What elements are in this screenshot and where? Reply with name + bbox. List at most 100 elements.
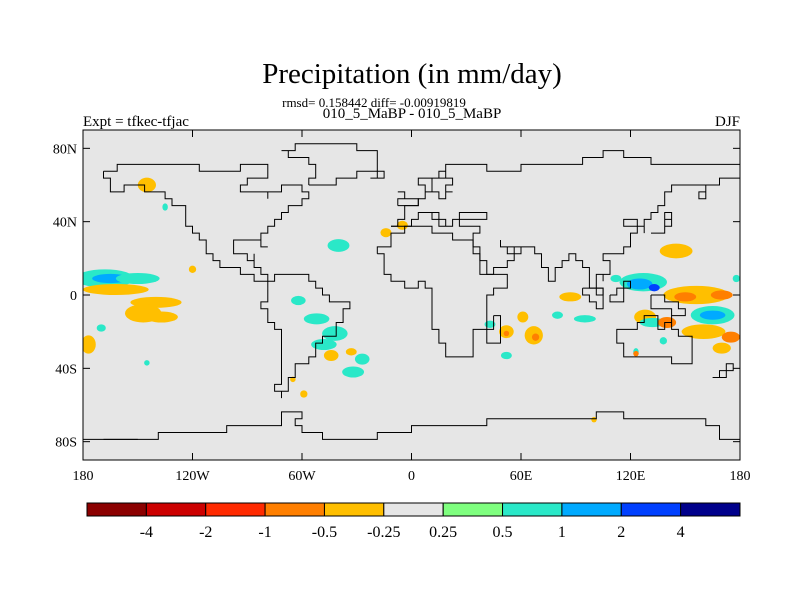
coastline	[391, 177, 740, 296]
coastline	[616, 315, 693, 365]
map-background	[83, 130, 740, 460]
axis-ticks: 180 120W 60W 0 60E 120E 180 80N 40N 0 40S 80S	[53, 130, 751, 484]
x-tick-label: 180	[73, 469, 94, 484]
x-tick-label: 60W	[288, 469, 316, 484]
colorbar-label: 0.25	[429, 524, 457, 541]
colorbar-swatch	[442, 502, 504, 517]
anomaly-patch	[300, 390, 308, 398]
y-tick-label: 80S	[55, 436, 77, 451]
coastline	[391, 150, 740, 227]
anomaly-patch	[188, 265, 197, 274]
anomaly-patch	[291, 295, 306, 306]
colorbar-swatch	[86, 502, 147, 517]
colorbar-swatch	[383, 502, 444, 517]
colorbar-swatch	[502, 502, 563, 517]
colorbar: -4 -2 -1 -0.5 -0.25 0.25 0.5 1 2 4	[86, 502, 741, 541]
coastline	[582, 287, 604, 310]
anomaly-patch	[712, 342, 731, 354]
colorbar-swatch	[680, 502, 741, 517]
anomaly-patch	[648, 284, 660, 292]
coastline	[650, 294, 686, 317]
anomaly-patch	[345, 348, 357, 356]
anomaly-patch	[659, 337, 667, 345]
experiment-label: Expt = tfkec-tfjac	[83, 114, 189, 130]
chart-subtitle: 010_5_MaBP - 010_5_MaBP	[323, 106, 502, 122]
colorbar-swatch	[205, 502, 266, 517]
coastline	[651, 212, 673, 234]
anomaly-patch	[699, 310, 726, 320]
colorbar-swatch	[145, 502, 207, 517]
coastline	[609, 280, 631, 303]
anomaly-patch	[354, 353, 370, 365]
anomaly-patch	[380, 228, 392, 238]
anomaly-patch	[303, 313, 330, 325]
x-tick-label: 0	[408, 469, 415, 484]
x-tick-label: 180	[730, 469, 751, 484]
anomaly-patch	[626, 278, 653, 290]
anomaly-patch	[559, 292, 582, 302]
colorbar-swatch	[264, 502, 325, 517]
anomaly-layer	[83, 177, 740, 423]
coastline	[370, 170, 385, 179]
colorbar-label: 1	[558, 524, 566, 541]
anomaly-patch	[659, 243, 693, 259]
chart-title: Precipitation (in mm/day)	[262, 58, 562, 90]
y-tick-label: 40N	[53, 216, 77, 231]
coastline	[376, 225, 508, 358]
anomaly-patch	[503, 330, 510, 337]
y-tick-label: 80N	[53, 142, 77, 157]
colorbar-label: -4	[140, 524, 153, 541]
anomaly-patch	[83, 335, 96, 354]
anomaly-patch	[633, 350, 639, 357]
season-label: DJF	[715, 114, 740, 130]
anomaly-patch	[721, 331, 740, 343]
anomaly-patch	[115, 273, 160, 284]
coastline	[103, 163, 310, 282]
x-tick-label: 60E	[510, 469, 533, 484]
coastline	[281, 143, 378, 186]
anomaly-patch	[531, 333, 540, 341]
stats-line: rmsd= 0.158442 diff= -0.00919819	[282, 95, 466, 110]
anomaly-patch	[610, 274, 622, 283]
coastline	[83, 411, 740, 440]
y-tick-label: 40S	[55, 362, 77, 377]
anomaly-patch	[342, 366, 365, 378]
anomaly-patch	[96, 324, 106, 332]
anomaly-patch	[145, 311, 178, 323]
anomaly-patch	[732, 274, 740, 283]
colorbar-swatch	[323, 502, 385, 517]
coastline	[397, 191, 419, 207]
colorbar-label: -0.25	[367, 524, 400, 541]
colorbar-label: -2	[199, 524, 212, 541]
anomaly-patch	[322, 326, 348, 341]
anomaly-patch	[144, 360, 150, 366]
x-tick-label: 120E	[616, 469, 646, 484]
x-tick-label: 120W	[175, 469, 210, 484]
colorbar-label: 0.5	[493, 524, 513, 541]
anomaly-patch	[674, 292, 697, 302]
anomaly-patch	[162, 203, 168, 211]
anomaly-patch	[137, 177, 156, 193]
anomaly-patch	[681, 324, 726, 339]
anomaly-patch	[327, 239, 350, 252]
anomaly-patch	[591, 416, 597, 423]
colorbar-label: -1	[258, 524, 271, 541]
coastline	[260, 273, 351, 399]
anomaly-patch	[500, 351, 512, 360]
anomaly-patch	[396, 220, 408, 230]
coastline-layer	[83, 143, 740, 440]
coastline	[712, 363, 734, 378]
colorbar-swatch	[620, 502, 682, 517]
anomaly-patch	[710, 290, 733, 300]
y-tick-label: 0	[70, 289, 77, 304]
colorbar-swatch	[561, 502, 622, 517]
anomaly-patch	[573, 315, 596, 323]
coastline	[486, 315, 501, 344]
colorbar-label: 2	[617, 524, 625, 541]
anomaly-patch	[323, 350, 339, 361]
anomaly-patch	[311, 339, 337, 350]
anomaly-patch	[83, 284, 149, 295]
colorbar-label: 4	[677, 524, 685, 541]
anomaly-patch	[552, 311, 563, 319]
